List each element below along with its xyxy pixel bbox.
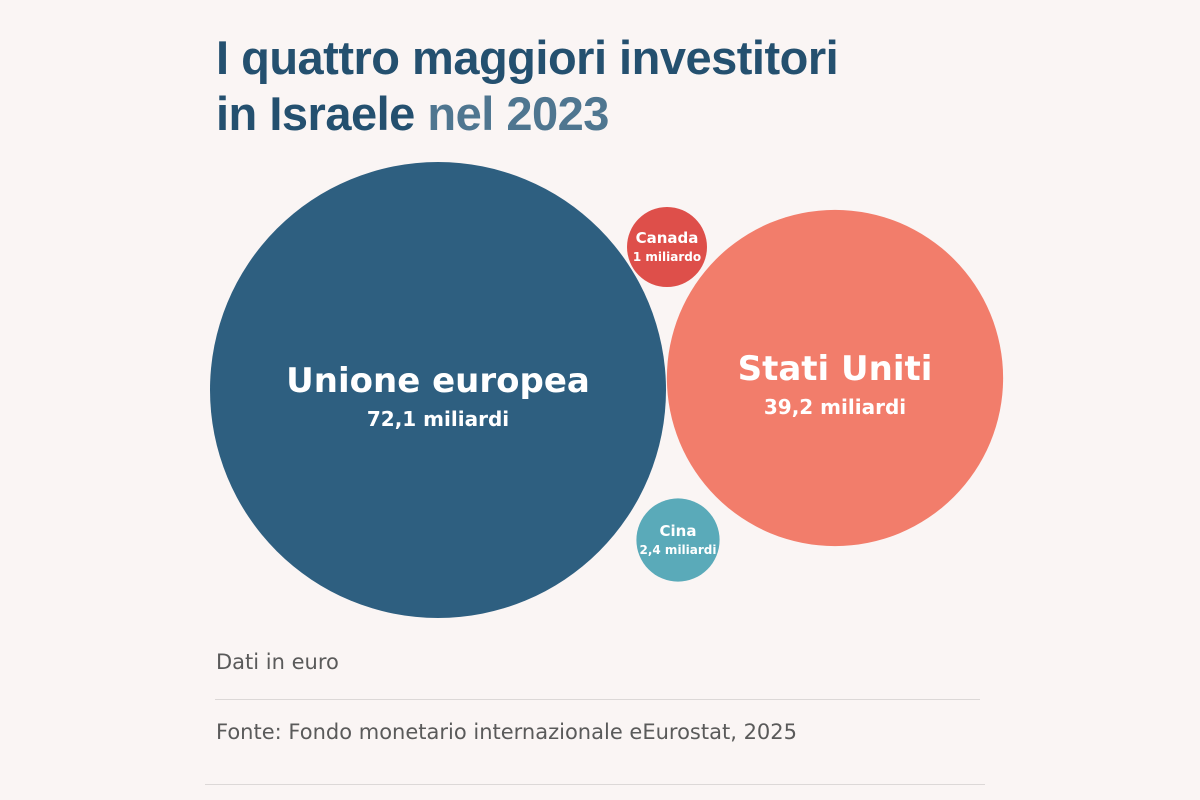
title-line-2b: nel 2023 <box>427 87 609 140</box>
bubble-value-stati-uniti: 39,2 miliardi <box>764 395 906 419</box>
bubble-value-cina: 2,4 miliardi <box>640 543 717 557</box>
divider <box>215 699 980 700</box>
bubble-unione-europea <box>210 162 666 618</box>
title-line-2a: in Israele <box>216 87 415 140</box>
bubble-label-stati-uniti: Stati Uniti <box>738 349 933 389</box>
source-note: Fonte: Fondo monetario internazionale eE… <box>216 720 798 744</box>
bubble-label-canada: Canada <box>636 229 699 247</box>
bubble-label-cina: Cina <box>660 522 697 540</box>
title-line-1: I quattro maggiori investitori <box>216 31 839 84</box>
bubble-label-unione-europea: Unione europea <box>286 361 590 401</box>
divider <box>205 784 985 785</box>
data-note: Dati in euro <box>216 650 339 674</box>
bubble-cina <box>636 498 720 582</box>
title-line-2: in Israele nel 2023 <box>216 86 838 142</box>
chart-title: I quattro maggiori investitori in Israel… <box>216 30 839 142</box>
bubble-stati-uniti <box>666 209 1004 547</box>
bubble-value-unione-europea: 72,1 miliardi <box>367 407 509 431</box>
bubble-value-canada: 1 miliardo <box>633 250 701 264</box>
bubble-canada <box>627 207 707 287</box>
